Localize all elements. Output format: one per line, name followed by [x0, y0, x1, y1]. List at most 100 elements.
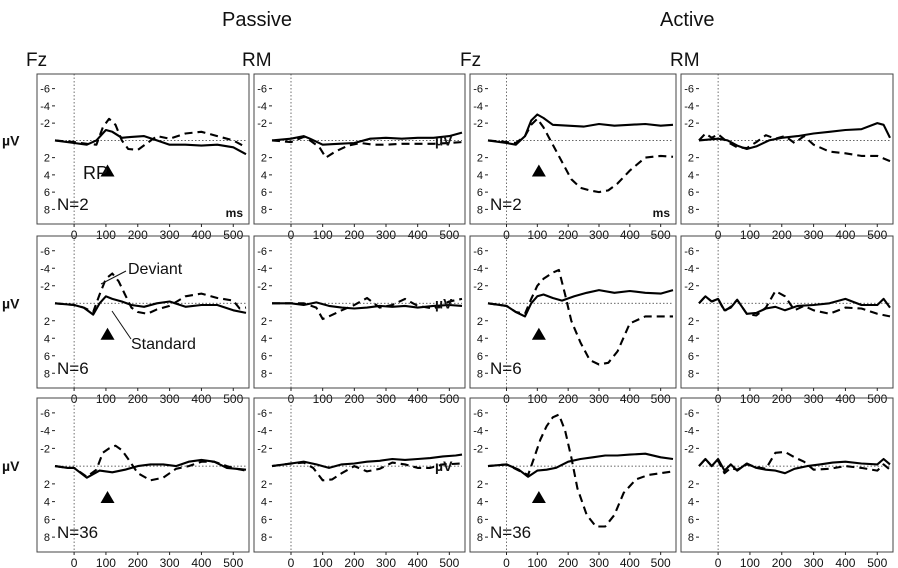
panel-0-2-ytick-label: -2: [473, 118, 483, 130]
panel-2-0-xtick-label: 400: [191, 556, 211, 568]
panel-2-3-ytick-label: -2: [684, 443, 694, 455]
panel-1-0-xtick-label: 400: [191, 392, 211, 406]
panel-2-1-ytick-label: -4: [257, 426, 267, 438]
panel-2-0-ytick-label: -2: [40, 443, 50, 455]
panel-2-2-unit-label: µV: [435, 458, 453, 474]
panel-1-2-xtick-label: 100: [527, 392, 547, 406]
panel-1-2-ytick-label: -4: [473, 263, 483, 275]
panel-0-2-unit-label: µV: [435, 132, 453, 148]
panel-0-1-deviant-line: [271, 135, 463, 159]
panel-0-1-xtick-label: 300: [376, 228, 396, 242]
deviant-annotation: Deviant: [128, 261, 183, 278]
panel-0-3-xtick-label: 300: [804, 228, 824, 242]
panel-1-1-frame: [253, 235, 466, 389]
panel-0-3-ytick-label: -2: [684, 118, 694, 130]
panel-1-3-ytick-label: 6: [688, 351, 694, 363]
panel-2-2-ytick-label: -2: [473, 443, 483, 455]
panel-0-0-xtick-label: 300: [160, 228, 180, 242]
panel-1-0-xtick-label: 300: [160, 392, 180, 406]
electrode-label-passive-fz: Fz: [26, 50, 48, 71]
panel-0-0-xtick-label: 400: [191, 228, 211, 242]
panel-2-2-xtick-label: 200: [558, 556, 578, 568]
panel-0-2-ytick-label: 8: [477, 204, 483, 216]
panel-0-1-xtick-label: 500: [439, 228, 459, 242]
panel-2-1-xtick-label: 500: [439, 556, 459, 568]
panel-0-1-xtick-label: 100: [313, 228, 333, 242]
panel-0-2-xtick-label: 300: [589, 228, 609, 242]
panel-2-2-xtick-label: 0: [503, 556, 510, 568]
panel-1-2-unit-label: µV: [435, 295, 453, 311]
panel-2-2-ytick-label: 4: [477, 497, 483, 509]
panel-2-0-frame: [36, 397, 250, 553]
panel-0-0-ytick-label: -6: [40, 84, 50, 96]
panel-0-2-xtick-label: 500: [651, 228, 671, 242]
panel-0-0-ytick-label: -2: [40, 118, 50, 130]
rp-annotation: RP: [83, 163, 108, 183]
panel-2-1-xtick-label: 300: [376, 556, 396, 568]
panel-1-0-ytick-label: -2: [40, 281, 50, 293]
panel-1-1-ytick-label: -2: [257, 281, 267, 293]
panel-1-3-frame: [680, 235, 894, 389]
panel-1-2-ytick-label: -6: [473, 246, 483, 258]
panel-2-2-xtick-label: 400: [620, 556, 640, 568]
panel-2-2-standard-line: [487, 452, 674, 478]
panel-0-3-ytick-label: 8: [688, 204, 694, 216]
panel-0-3-xtick-label: 500: [867, 228, 887, 242]
panel-1-1-xtick-label: 400: [408, 392, 428, 406]
panel-0-3-ytick-label: 6: [688, 187, 694, 199]
panel-1-3-ytick-label: -4: [684, 263, 694, 275]
panel-0-0-unit-label: µV: [2, 132, 20, 148]
panel-0-0-xtick-label: 500: [223, 228, 243, 242]
panel-2-0-ytick-label: 6: [44, 514, 50, 526]
panel-0-1-ytick-label: 4: [261, 170, 267, 182]
condition-title-passive: Passive: [222, 9, 293, 31]
panel-1-0-deviant-line: [54, 272, 247, 315]
panel-0-3-standard-line: [698, 122, 891, 151]
panel-0-2-ytick-label: 4: [477, 170, 483, 182]
panel-1-2-frame: [469, 235, 677, 389]
panel-1-0-ytick-label: -6: [40, 246, 50, 258]
panel-1-3-deviant-line: [698, 289, 891, 318]
panel-2-0-xtick-label: 300: [160, 556, 180, 568]
panel-0-2-ytick-label: 6: [477, 187, 483, 199]
panel-1-1-ytick-label: 8: [261, 368, 267, 380]
panel-2-0-xtick-label: 100: [96, 556, 116, 568]
panel-1-0-ytick-label: -4: [40, 263, 50, 275]
panel-1-0-rp-marker: [100, 327, 115, 340]
panel-1-2-xtick-label: 300: [589, 392, 609, 406]
panel-1-0-ytick-label: 4: [44, 333, 50, 345]
panel-1-0-ytick-label: 6: [44, 351, 50, 363]
panel-1-2-ytick-label: 2: [477, 316, 483, 328]
panel-0-1-ytick-label: 6: [261, 187, 267, 199]
panel-0-2-xtick-label: 400: [620, 228, 640, 242]
panel-1-3-xtick-label: 300: [804, 392, 824, 406]
panel-0-2-xtick-label: 100: [527, 228, 547, 242]
panel-2-1-xtick-label: 200: [344, 556, 364, 568]
panel-0-2-frame: [469, 73, 677, 225]
panel-0-2-ytick-label: 2: [477, 153, 483, 165]
panel-1-3-ytick-label: 2: [688, 316, 694, 328]
panel-0-0-rp-marker: [100, 164, 115, 177]
standard-annotation: Standard: [131, 336, 196, 353]
panel-2-0-xtick-label: 200: [128, 556, 148, 568]
panel-2-1-ytick-label: 4: [261, 497, 267, 509]
panel-0-1-ytick-label: 2: [261, 153, 267, 165]
panel-2-3-xtick-label: 200: [772, 556, 792, 568]
deviant-leader: [100, 270, 127, 285]
electrode-label-active-rm: RM: [670, 50, 700, 71]
panel-2-0-unit-label: µV: [2, 458, 20, 474]
panel-2-3-xtick-label: 100: [740, 556, 760, 568]
panel-0-1-xtick-label: 0: [288, 228, 295, 242]
panel-0-0-xtick-label: 100: [96, 228, 116, 242]
panel-1-0-frame: [36, 235, 250, 389]
panel-2-3-frame: [680, 397, 894, 553]
panel-2-0-ytick-label: 2: [44, 479, 50, 491]
panel-0-1-xtick-label: 200: [344, 228, 364, 242]
panel-1-0-xtick-label: 200: [128, 392, 148, 406]
panel-1-2-xtick-label: 200: [558, 392, 578, 406]
panel-2-3-ytick-label: 8: [688, 532, 694, 544]
panel-1-3-xtick-label: 400: [835, 392, 855, 406]
panel-2-3-xtick-label: 300: [804, 556, 824, 568]
panel-2-1-xtick-label: 0: [288, 556, 295, 568]
panel-1-2-xtick-label: 400: [620, 392, 640, 406]
